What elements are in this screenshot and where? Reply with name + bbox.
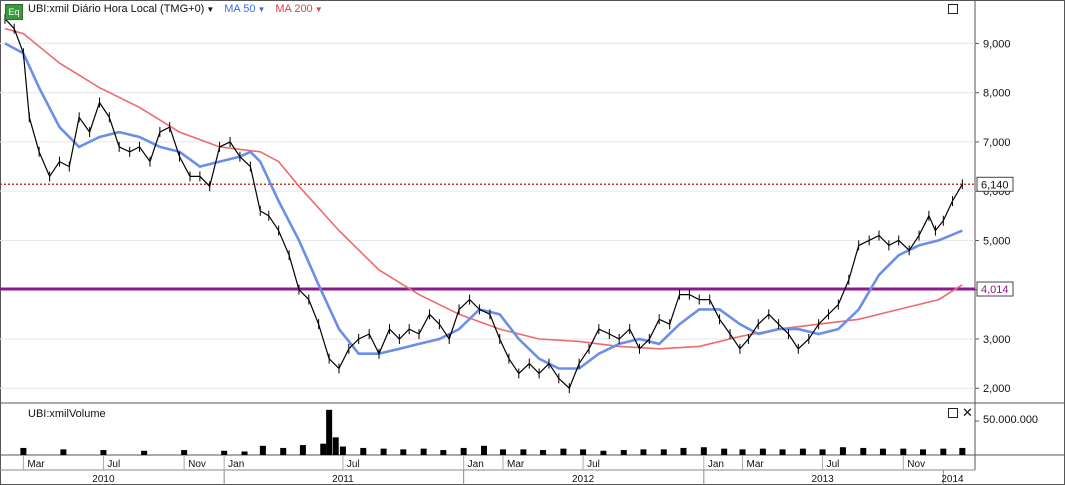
- x-tick-label: Mar: [27, 459, 45, 470]
- y-tick-label: 9,000: [983, 38, 1011, 50]
- price-line: [4, 18, 963, 390]
- equity-icon[interactable]: Eq: [5, 4, 23, 20]
- year-label: 2014: [941, 474, 964, 485]
- volume-bar: [241, 451, 248, 455]
- volume-bar: [100, 450, 107, 455]
- volume-bar: [299, 445, 306, 455]
- x-tick-label: Nov: [907, 459, 925, 470]
- volume-bar: [660, 449, 667, 455]
- volume-bar: [919, 449, 926, 455]
- ma50-legend[interactable]: MA 50 ▼: [224, 3, 266, 15]
- volume-panel-title: UBI:xmilVolume: [28, 408, 106, 420]
- volume-bar: [819, 449, 826, 455]
- volume-bar: [141, 450, 148, 455]
- volume-bar: [721, 448, 728, 455]
- volume-bar: [700, 447, 707, 455]
- y-tick-label: 5,000: [983, 235, 1011, 247]
- volume-bar: [460, 447, 467, 455]
- volume-bar: [959, 447, 966, 455]
- volume-bar: [259, 445, 266, 455]
- volume-bar: [560, 448, 567, 455]
- y-tick-label: 2,000: [983, 383, 1011, 395]
- y-tick-label: 3,000: [983, 334, 1011, 346]
- maximize-icon[interactable]: [948, 408, 958, 418]
- volume-bar: [280, 447, 287, 455]
- volume-bar: [580, 449, 587, 455]
- volume-bar: [400, 449, 407, 455]
- close-icon[interactable]: ✕: [962, 405, 973, 420]
- year-label: 2010: [92, 474, 115, 485]
- x-tick-label: Jul: [827, 459, 840, 470]
- volume-bar: [759, 448, 766, 455]
- volume-bar: [779, 449, 786, 455]
- volume-bar: [839, 447, 846, 455]
- volume-bar: [360, 447, 367, 455]
- x-tick-label: Jan: [708, 459, 724, 470]
- volume-bar: [860, 447, 867, 455]
- chart-header: UBI:xmil Diário Hora Local (TMG+0) ▼ MA 5…: [28, 3, 323, 15]
- volume-bar: [540, 450, 547, 455]
- volume-bar: [739, 449, 746, 455]
- x-tick-label: Mar: [747, 459, 765, 470]
- chevron-down-icon: ▼: [257, 5, 266, 14]
- volume-bar: [181, 450, 188, 455]
- volume-bar: [20, 447, 27, 455]
- volume-bar: [500, 449, 507, 455]
- volume-bar: [60, 449, 67, 455]
- volume-bar: [680, 447, 687, 455]
- year-label: 2011: [332, 474, 354, 485]
- ma200-legend[interactable]: MA 200 ▼: [275, 3, 323, 15]
- volume-bar: [332, 437, 339, 455]
- x-tick-label: Jul: [347, 459, 360, 470]
- y-tick-label: 8,000: [983, 88, 1011, 100]
- x-tick-label: Nov: [188, 459, 206, 470]
- volume-bar: [600, 450, 607, 455]
- volume-bar: [326, 409, 333, 455]
- y-tick-label: 7,000: [983, 137, 1011, 149]
- symbol-label[interactable]: UBI:xmil Diário Hora Local (TMG+0) ▼: [28, 3, 215, 15]
- volume-bar: [620, 450, 627, 455]
- volume-bar: [320, 443, 327, 455]
- volume-bar: [799, 448, 806, 455]
- volume-bar: [640, 449, 647, 455]
- x-tick-label: Jul: [107, 459, 120, 470]
- volume-bar: [940, 448, 947, 455]
- last-price-label: 6,140: [981, 179, 1009, 191]
- maximize-icon[interactable]: [948, 4, 958, 14]
- volume-bar: [380, 448, 387, 455]
- volume-axis-label: 50.000.000: [983, 414, 1038, 426]
- x-tick-label: Jul: [587, 459, 600, 470]
- last-price-box: [976, 176, 1014, 192]
- volume-bar: [481, 445, 487, 455]
- support-value-label: 4,014: [981, 284, 1009, 296]
- chevron-down-icon: ▼: [314, 5, 323, 14]
- x-tick-label: Jan: [468, 459, 484, 470]
- volume-bar: [879, 448, 886, 455]
- volume-bar: [339, 446, 346, 455]
- x-tick-label: Jan: [228, 459, 244, 470]
- year-label: 2012: [572, 474, 595, 485]
- volume-bar: [221, 450, 228, 455]
- support-value-box: [976, 281, 1014, 297]
- year-label: 2013: [811, 474, 834, 485]
- volume-bar: [520, 449, 527, 455]
- ma50-line: [4, 42, 963, 370]
- x-tick-label: Mar: [507, 459, 525, 470]
- ma200-line: [4, 27, 963, 350]
- volume-bar: [420, 448, 427, 455]
- volume-bar: [900, 448, 907, 455]
- volume-bar: [440, 450, 447, 455]
- chevron-down-icon: ▼: [206, 5, 215, 14]
